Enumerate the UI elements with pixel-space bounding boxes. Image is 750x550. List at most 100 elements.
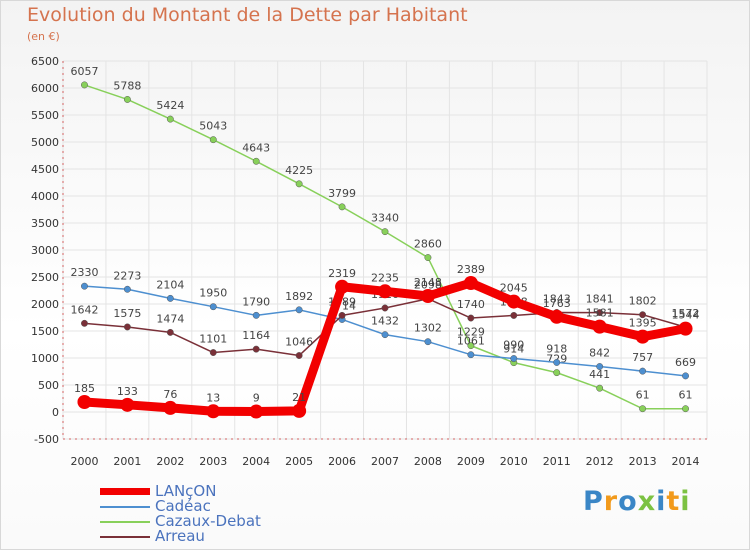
data-point-cazaux-debat (381, 228, 389, 236)
data-label-arreau: 2098 (414, 279, 442, 292)
y-tick-label: 3500 (31, 217, 59, 230)
data-point-cad-ac (467, 351, 475, 359)
data-point-cazaux-debat (424, 254, 432, 262)
x-tick-label: 2009 (457, 455, 485, 468)
data-point-lan-on (506, 294, 521, 309)
data-point-cazaux-debat (639, 405, 647, 413)
data-label-cad-ac: 842 (589, 347, 610, 360)
x-tick-label: 2004 (242, 455, 270, 468)
x-tick-label: 2001 (113, 455, 141, 468)
data-point-cad-ac (295, 306, 303, 314)
data-point-cazaux-debat (338, 203, 346, 211)
legend-label-cadeac: Cadéac (155, 497, 211, 515)
data-point-arreau (252, 345, 260, 353)
data-label-arreau: 1474 (156, 312, 184, 325)
data-label-arreau: 1802 (629, 295, 657, 308)
y-tick-label: 5000 (31, 136, 59, 149)
data-label-cad-ac: 757 (632, 351, 653, 364)
data-point-lan-on (635, 329, 650, 344)
data-point-cazaux-debat (166, 115, 174, 123)
data-label-arreau: 1740 (457, 298, 485, 311)
data-point-lan-on (120, 397, 135, 412)
data-point-cad-ac (639, 367, 647, 375)
data-label-lan-on: 2389 (457, 263, 485, 276)
data-point-cazaux-debat (295, 180, 303, 188)
data-label-cad-ac: 1432 (371, 315, 399, 328)
data-label-cazaux-debat: 914 (503, 343, 524, 356)
data-point-cazaux-debat (209, 136, 217, 144)
data-label-cazaux-debat: 2860 (414, 238, 442, 251)
data-label-cazaux-debat: 3799 (328, 187, 356, 200)
y-tick-label: 6000 (31, 82, 59, 95)
legend-swatch-lancon (100, 488, 150, 495)
data-point-lan-on (420, 289, 435, 304)
data-point-cad-ac (553, 358, 561, 366)
data-point-cazaux-debat (467, 342, 475, 350)
data-label-lan-on: 13 (206, 391, 220, 404)
data-point-cazaux-debat (553, 369, 561, 377)
data-label-lan-on: 2235 (371, 271, 399, 284)
data-label-lan-on: 21 (292, 391, 306, 404)
y-tick-label: 6500 (31, 55, 59, 68)
x-tick-label: 2000 (70, 455, 98, 468)
data-label-cad-ac: 1790 (242, 295, 270, 308)
unit-label: (en €) (27, 30, 60, 43)
data-label-lan-on: 133 (117, 385, 138, 398)
x-tick-label: 2008 (414, 455, 442, 468)
data-label-cad-ac: 2330 (70, 266, 98, 279)
data-label-cazaux-debat: 5424 (156, 99, 184, 112)
data-label-arreau: 1843 (543, 292, 571, 305)
data-label-lan-on: 1395 (629, 317, 657, 330)
data-label-lan-on: 9 (253, 392, 260, 405)
data-point-cad-ac (682, 372, 689, 380)
x-tick-label: 2006 (328, 455, 356, 468)
data-label-cazaux-debat: 1229 (457, 326, 485, 339)
data-label-arreau: 1164 (242, 329, 270, 342)
data-point-lan-on (206, 404, 221, 419)
data-label-lan-on: 185 (74, 382, 95, 395)
data-label-cad-ac: 1061 (457, 335, 485, 348)
proxiti-logo: Proxiti (583, 486, 691, 517)
y-tick-label: -500 (34, 433, 59, 446)
data-point-cad-ac (381, 331, 389, 339)
data-label-cad-ac: 990 (503, 339, 524, 352)
data-point-lan-on (463, 275, 478, 290)
data-point-lan-on (292, 403, 307, 418)
data-point-arreau (81, 319, 88, 327)
x-tick-label: 2003 (199, 455, 227, 468)
x-tick-label: 2005 (285, 455, 313, 468)
data-point-cazaux-debat (682, 405, 689, 413)
data-point-arreau (295, 352, 303, 359)
data-label-cazaux-debat: 3340 (371, 212, 399, 225)
data-point-cad-ac (510, 355, 518, 362)
data-label-lan-on: 1763 (543, 297, 571, 310)
data-point-lan-on (163, 400, 178, 415)
y-tick-label: 500 (38, 379, 59, 392)
data-point-arreau (381, 304, 389, 312)
legend-label-lancon: LANçON (155, 482, 217, 500)
data-label-cazaux-debat: 441 (589, 368, 610, 381)
data-point-cad-ac (252, 311, 260, 319)
data-point-lan-on (77, 395, 92, 410)
data-point-arreau (166, 328, 174, 336)
data-label-cad-ac: 1302 (414, 322, 442, 335)
data-point-cad-ac (596, 363, 604, 370)
y-tick-label: 3000 (31, 244, 59, 257)
data-point-lan-on (249, 404, 264, 419)
data-label-cad-ac: 2273 (113, 269, 141, 282)
x-tick-label: 2014 (672, 455, 700, 468)
data-label-cazaux-debat: 5788 (113, 79, 141, 92)
x-tick-label: 2010 (500, 455, 528, 468)
legend-label-cazaux-debat: Cazaux-Debat (155, 512, 261, 530)
data-point-arreau (209, 349, 217, 356)
data-label-cad-ac: 918 (546, 342, 567, 355)
x-tick-label: 2007 (371, 455, 399, 468)
data-label-cad-ac: 2104 (156, 278, 184, 291)
data-label-arreau: 1101 (199, 333, 227, 346)
data-label-arreau: 1841 (586, 293, 614, 306)
data-label-cazaux-debat: 4225 (285, 164, 313, 177)
data-label-lan-on: 1581 (586, 307, 614, 320)
y-tick-label: 4500 (31, 163, 59, 176)
